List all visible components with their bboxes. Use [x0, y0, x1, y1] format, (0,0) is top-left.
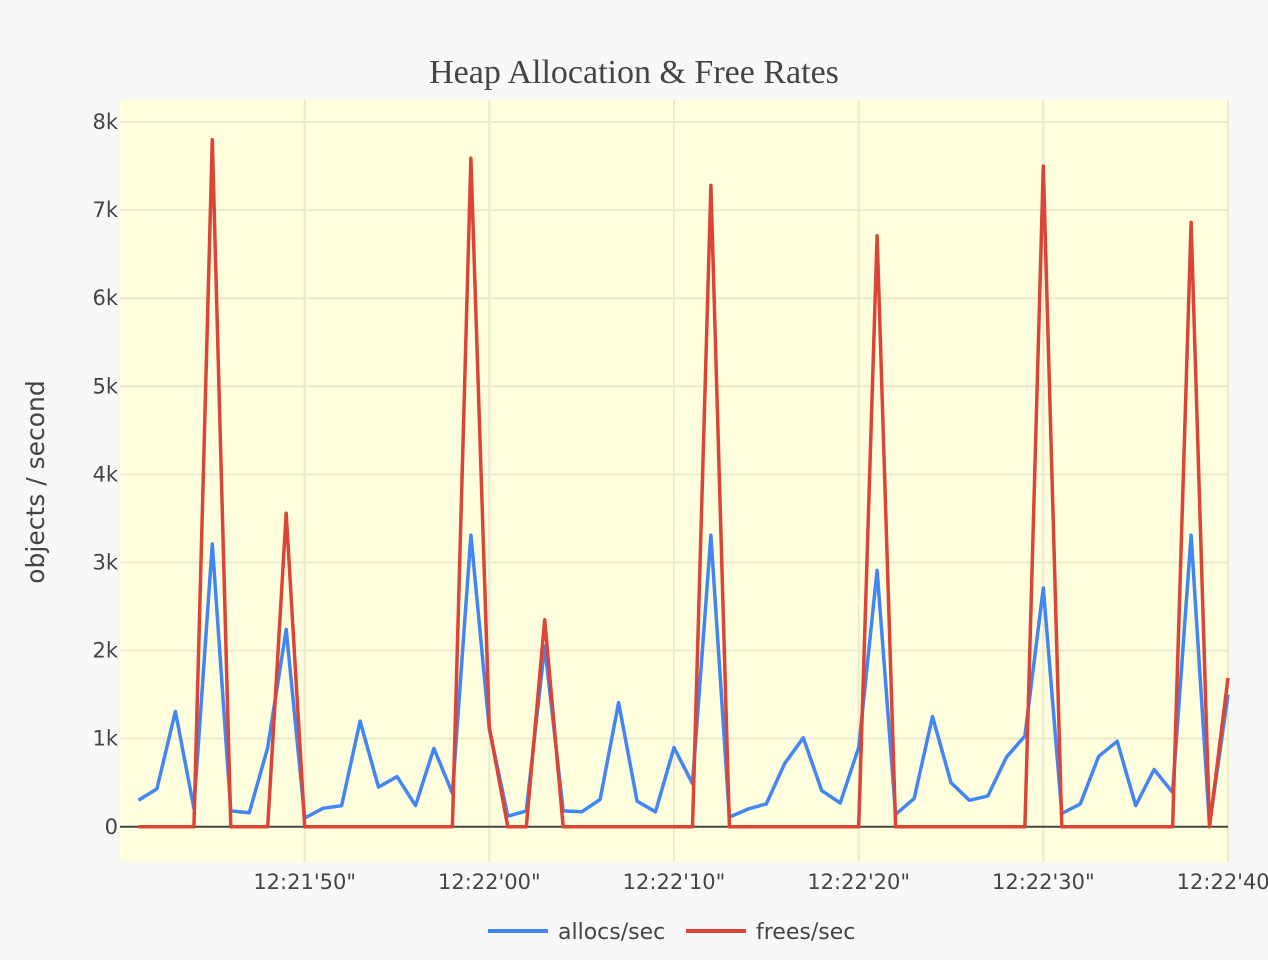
x-tick-label: 12:22'40" [1177, 870, 1268, 894]
y-tick-label: 0 [105, 815, 118, 839]
x-tick-label: 12:22'10" [623, 870, 726, 894]
series-line-0 [137, 533, 1230, 827]
y-tick-label: 2k [92, 639, 118, 663]
y-tick-label: 7k [92, 198, 118, 222]
x-tick-labels: 12:21'50" 12:22'00" 12:22'10" 12:22'20" 12:2… [253, 870, 1268, 894]
y-tick-labels: 0 1k 2k 3k 4k 5k 6k 7k 8k [92, 110, 118, 839]
x-tick-label: 12:22'30" [992, 870, 1095, 894]
x-tick-label: 12:22'20" [807, 870, 910, 894]
legend-label-0: allocs/sec [558, 920, 665, 945]
series-lines [137, 137, 1230, 829]
x-tick-label: 12:21'50" [253, 870, 356, 894]
y-tick-label: 3k [92, 550, 118, 574]
y-tick-label: 6k [92, 286, 118, 310]
y-tick-label: 4k [92, 462, 118, 486]
chart-title: Heap Allocation & Free Rates [429, 54, 839, 91]
y-tick-label: 1k [92, 727, 118, 751]
y-axis-label: objects / second [21, 380, 50, 584]
y-tick-label: 5k [92, 374, 118, 398]
legend-label-1: frees/sec [756, 920, 855, 945]
legend: allocs/sec frees/sec [488, 920, 855, 945]
x-tick-label: 12:22'00" [438, 870, 541, 894]
y-tick-label: 8k [92, 110, 118, 134]
series-line-1 [138, 137, 1230, 829]
